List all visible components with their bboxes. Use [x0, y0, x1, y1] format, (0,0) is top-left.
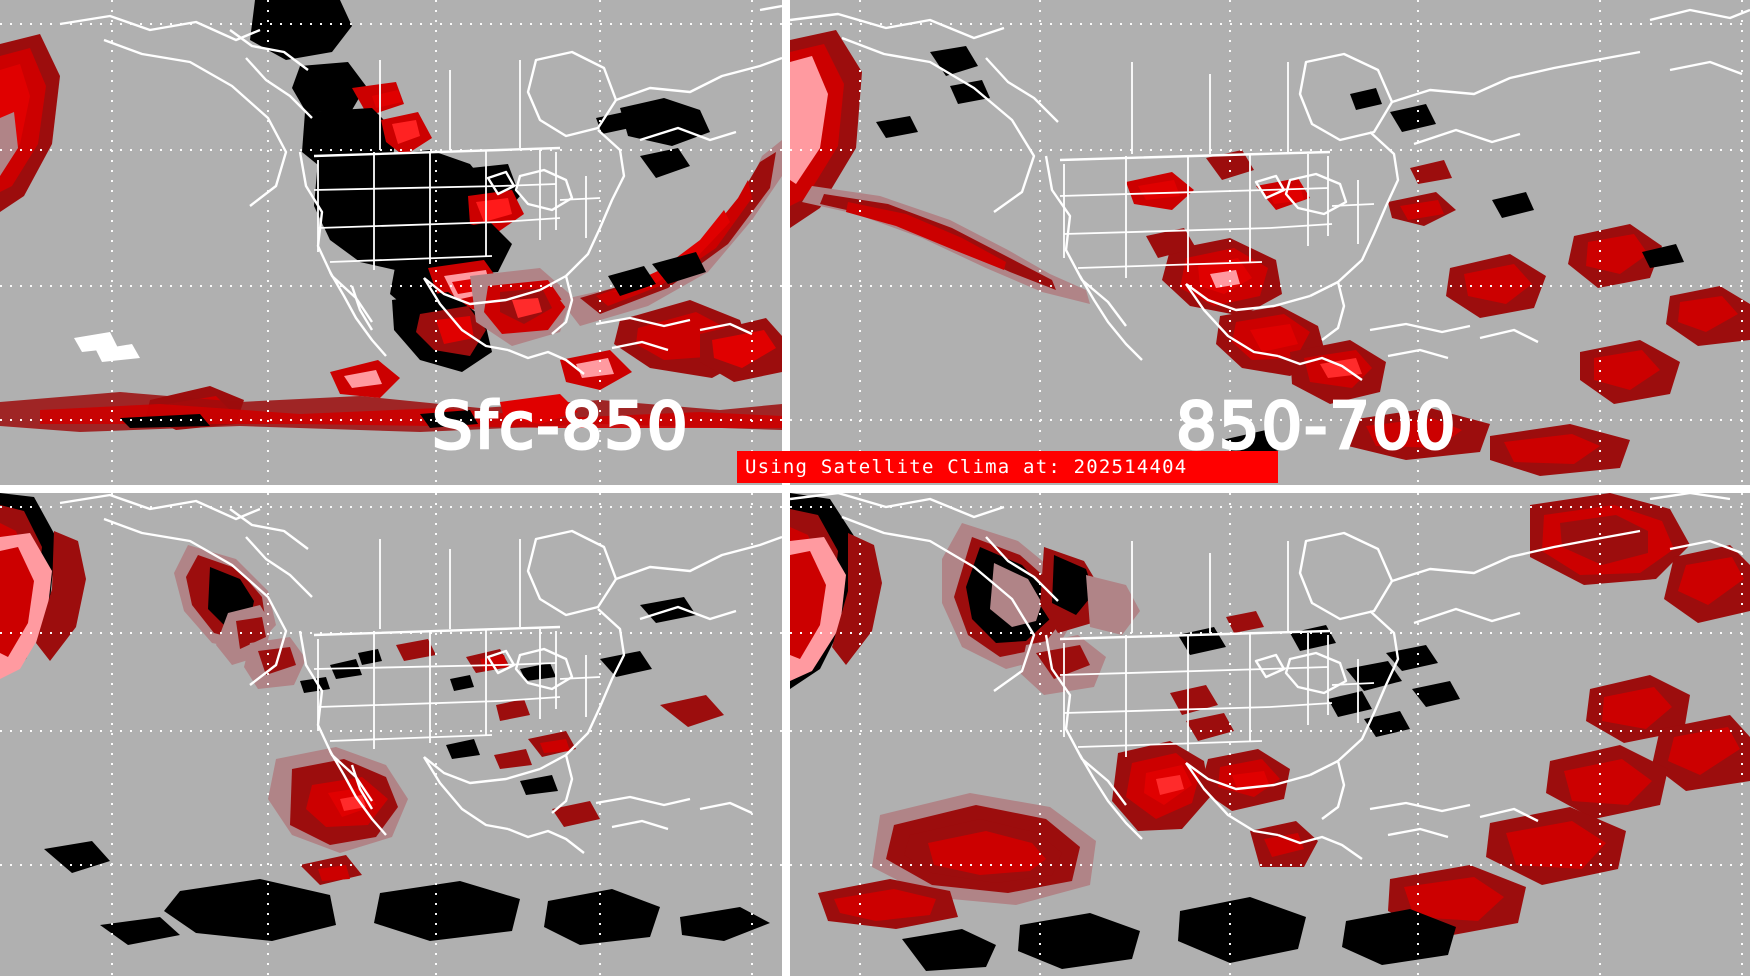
coastlines-700-500	[59, 493, 782, 854]
map-canvas-850-700	[790, 0, 1750, 485]
panel-divider-horizontal	[0, 485, 1750, 493]
map-panel-700-500[interactable]: 700-500	[0, 493, 782, 976]
map-panel-850-700[interactable]: 850-700	[790, 0, 1750, 485]
map-panel-500-300[interactable]: 500-300	[790, 493, 1750, 976]
coastlines-sfc-850	[59, 4, 782, 375]
data-overlay-700-500	[0, 493, 770, 945]
status-banner: Using Satellite Clima at: 202514404	[737, 451, 1278, 483]
coastlines-850-700	[790, 8, 1750, 381]
map-canvas-sfc-850	[0, 0, 782, 485]
graticule-850-700	[790, 0, 1750, 485]
map-canvas-700-500	[0, 493, 782, 976]
data-overlay-850-700	[790, 30, 1750, 480]
map-panel-sfc-850[interactable]: Sfc-850	[0, 0, 782, 485]
data-overlay-sfc-850	[0, 0, 782, 432]
status-banner-text: Using Satellite Clima at: 202514404	[745, 456, 1188, 478]
coastlines-500-300	[790, 493, 1743, 860]
map-canvas-500-300	[790, 493, 1750, 976]
